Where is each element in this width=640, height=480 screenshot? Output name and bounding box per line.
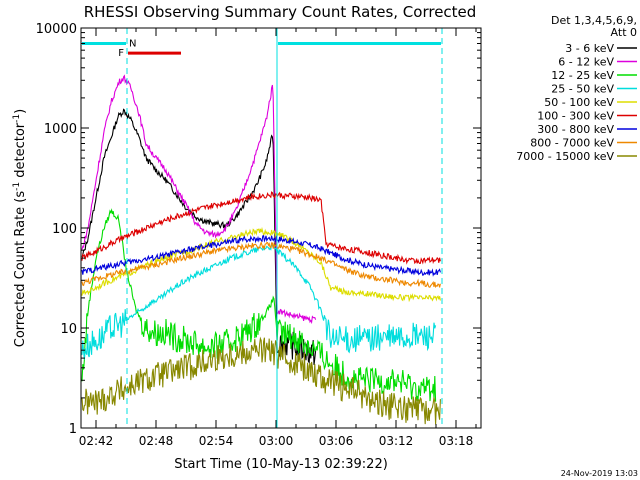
x-tick-label: 02:54	[199, 434, 234, 448]
legend-label: 12 - 25 keV	[551, 69, 614, 82]
y-tick-label: 1	[69, 422, 77, 437]
y-tick-label: 100	[52, 222, 77, 237]
x-tick-label: 03:12	[379, 434, 414, 448]
y-axis: 1 10 100 1000 10000	[36, 22, 481, 437]
x-tick-label: 03:18	[439, 434, 474, 448]
x-tick-label: 02:42	[79, 434, 114, 448]
y-axis-label-end: )	[13, 109, 28, 114]
chart-title: RHESSI Observing Summary Count Rates, Co…	[84, 3, 477, 21]
legend-label: 100 - 300 keV	[537, 110, 614, 123]
series-line	[81, 191, 441, 265]
legend-label: 7000 - 15000 keV	[516, 150, 614, 163]
series-line	[81, 234, 441, 277]
x-tick-label: 03:00	[259, 434, 294, 448]
overlay-layer: FN	[82, 28, 443, 428]
y-tick-label: 1000	[44, 122, 77, 137]
legend-label: 300 - 800 keV	[537, 123, 614, 136]
legend-label: 800 - 7000 keV	[530, 137, 614, 150]
y-axis-label-sup2: -1	[12, 114, 22, 123]
legend-label: 50 - 100 keV	[544, 96, 614, 109]
legend-label: 6 - 12 keV	[558, 56, 614, 69]
y-tick-label: 10000	[36, 22, 77, 37]
x-axis-label: Start Time (10-May-13 02:39:22)	[174, 457, 388, 472]
series-line	[81, 240, 441, 289]
legend-header: Det 1,3,4,5,6,9,	[551, 14, 637, 27]
x-axis: 02:42 02:48 02:54 03:00 03:06 03:12 03:18	[79, 28, 477, 448]
y-axis-label-sup1: -1	[12, 182, 22, 191]
night-flag-label: N	[129, 38, 136, 49]
legend-header: Att 0	[611, 26, 637, 39]
series-line	[81, 208, 437, 402]
y-tick-label: 10	[60, 322, 77, 337]
footer-date: 24-Nov-2019 13:03	[561, 469, 638, 478]
legend-label: 3 - 6 keV	[565, 42, 614, 55]
y-axis-label: Corrected Count Rate (s-1 detector-1)	[12, 109, 28, 347]
y-axis-label-mid: detector	[13, 122, 28, 182]
series-layer	[81, 74, 441, 425]
legend-label: 25 - 50 keV	[551, 83, 614, 96]
x-tick-label: 03:06	[319, 434, 354, 448]
flare-flag-label: F	[118, 48, 124, 59]
x-tick-label: 02:48	[139, 434, 174, 448]
y-axis-label-main: Corrected Count Rate (s	[13, 191, 28, 348]
series-line	[81, 336, 441, 425]
